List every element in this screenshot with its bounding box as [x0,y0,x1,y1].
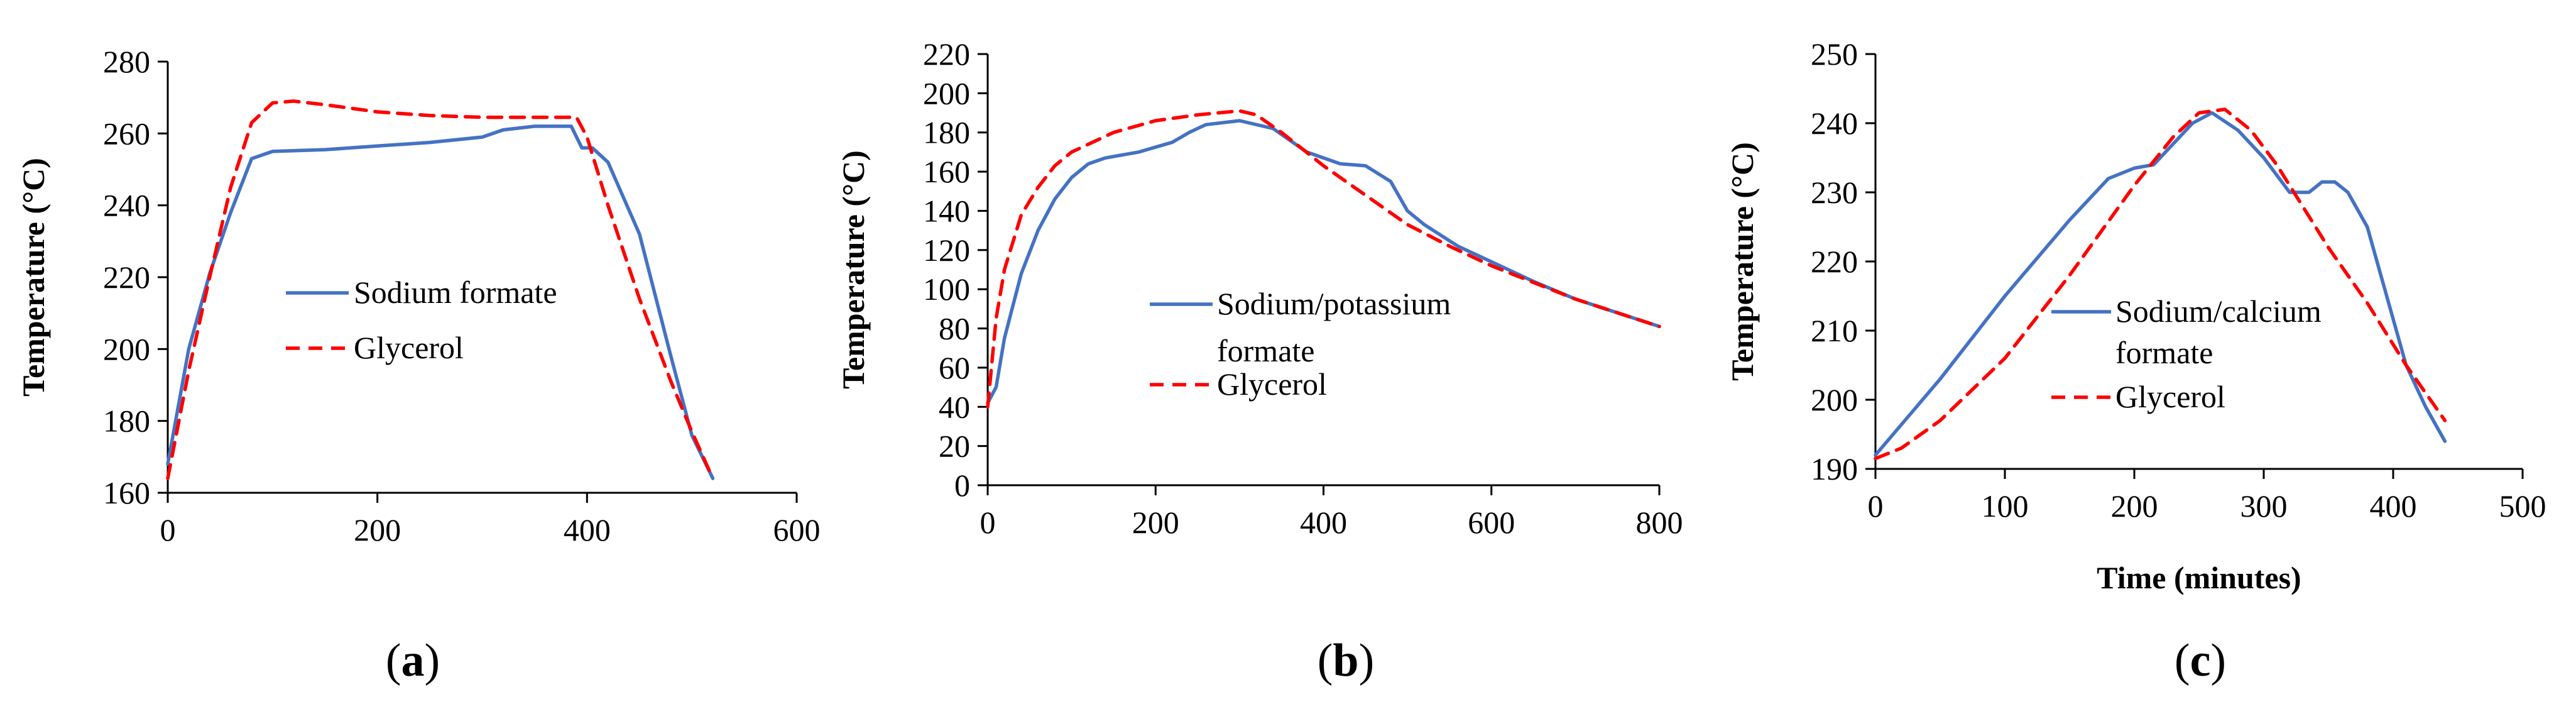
series-line-primary [986,119,1661,405]
y-tick-label: 120 [923,233,970,268]
y-axis-title: Temperature (°C) [1725,142,1760,381]
y-tick-label: 20 [939,429,970,464]
y-axis-title: Temperature (°C) [836,150,871,389]
x-tick-label: 500 [2499,488,2546,524]
x-axis-title: Time (minutes) [2097,560,2301,595]
legend-label: Sodium/potassium [1217,286,1451,321]
legend-label: formate [2115,335,2213,370]
chart-panel-c: 190 200 210 220 230 240 250 0 100 200 300 400 500 Tem… [1725,36,2546,686]
x-tick-label: 200 [1132,505,1179,540]
legend-label: Sodium formate [354,275,557,310]
x-tick-label: 0 [1868,488,1884,524]
legend-label: Glycerol [2115,379,2225,414]
y-tick-label: 280 [103,44,150,79]
y-tick-label: 200 [1811,382,1858,417]
y-tick-label: 210 [1811,313,1858,348]
series-line-glycerol [166,99,715,480]
series-line-glycerol [986,109,1661,409]
x-tick-label: 200 [2111,488,2158,524]
y-tick-label: 100 [923,272,970,307]
y-tick-label: 180 [923,115,970,150]
y-tick-label: 160 [923,154,970,189]
y-tick-label: 230 [1811,175,1858,210]
y-tick-label: 220 [1811,244,1858,279]
y-tick-label: 200 [923,75,970,111]
x-tick-label: 300 [2240,488,2288,524]
y-tick-label: 250 [1811,36,1858,72]
x-tick-label: 800 [1636,505,1683,540]
y-tick-label: 180 [103,404,150,439]
panel-caption: (c) [2175,635,2226,686]
y-tick-label: 140 [923,193,970,228]
y-axis-title: Temperature (°C) [16,158,51,397]
x-tick-label: 100 [1982,488,2029,524]
y-tick-label: 240 [1811,106,1858,141]
y-tick-label: 190 [1811,451,1858,486]
y-tick-label: 200 [103,331,150,366]
x-tick-label: 200 [354,512,401,547]
x-tick-label: 400 [564,512,611,547]
x-tick-label: 0 [160,512,176,547]
x-tick-label: 400 [2370,488,2417,524]
legend-label: formate [1217,333,1314,368]
panel-caption: (a) [386,635,440,686]
y-tick-label: 220 [103,260,150,295]
y-tick-label: 240 [103,188,150,223]
y-tick-label: 60 [939,350,970,385]
y-tick-label: 40 [939,389,970,424]
series-line-glycerol [1874,107,2447,461]
x-tick-label: 600 [1468,505,1515,540]
x-tick-label: 600 [773,512,821,547]
panel-caption-letter: a [401,635,425,686]
y-tick-label: 260 [103,116,150,151]
y-tick-label: 160 [103,475,150,510]
series-line-primary [166,124,715,480]
x-tick-label: 400 [1300,505,1347,540]
panel-caption-letter: b [1333,635,1358,686]
y-tick-label: 0 [954,468,970,503]
y-tick-label: 220 [923,36,970,72]
chart-panel-a: 160 180 200 220 240 260 280 0 200 400 600 Temperatu… [16,44,821,686]
panel-caption-letter: c [2190,635,2211,686]
legend-label: Sodium/calcium [2115,294,2322,329]
y-tick-label: 80 [939,311,970,346]
x-tick-label: 0 [980,505,996,540]
series-line-primary [1874,111,2447,457]
panel-caption: (b) [1318,635,1374,686]
legend-label: Glycerol [1217,366,1327,402]
legend-label: Glycerol [354,330,464,365]
